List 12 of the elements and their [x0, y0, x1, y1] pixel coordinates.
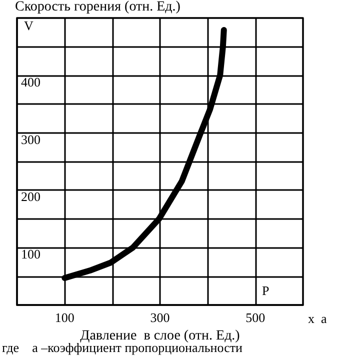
x-tick-label: 100	[54, 310, 74, 325]
y-tick-label: 100	[21, 246, 40, 262]
annotation: P	[262, 283, 270, 298]
x-tick-label: 300	[150, 310, 170, 325]
annotation: V	[24, 18, 34, 33]
y-axis-title: Скорость горения (отн. Ед.)	[15, 0, 181, 14]
y-tick-label: 400	[21, 74, 40, 90]
x-axis-title: Давление в слое (отн. Ед.)	[80, 328, 240, 344]
y-tick-label: 200	[21, 189, 40, 204]
text: x a	[308, 311, 327, 326]
x-tick-label: 500	[246, 310, 266, 325]
y-tick-label: 300	[21, 132, 40, 147]
